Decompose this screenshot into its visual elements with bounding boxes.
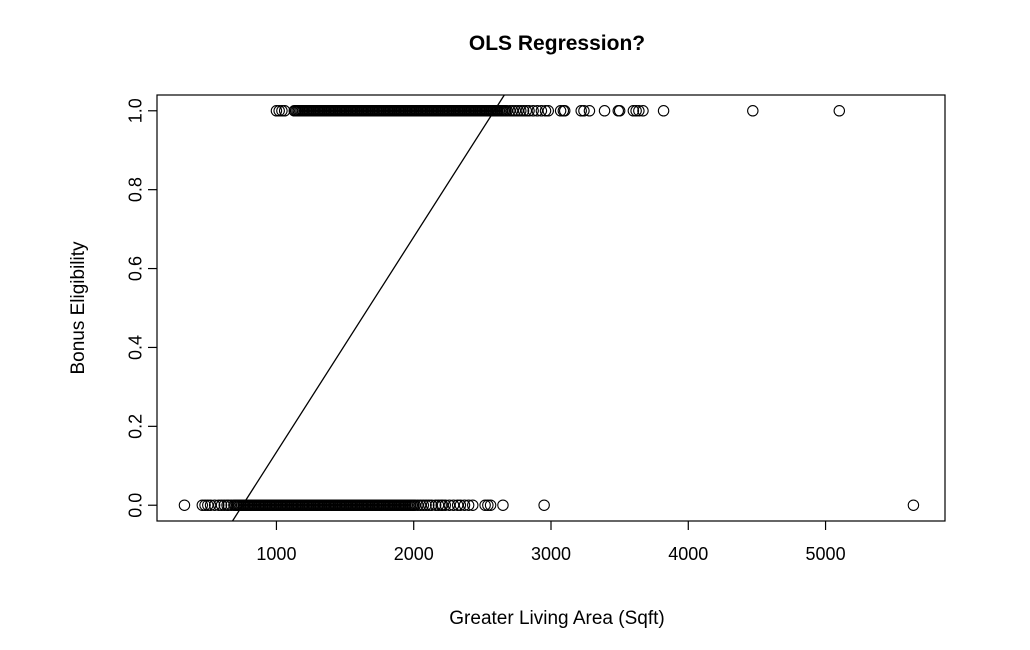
data-point	[222, 499, 235, 511]
data-point	[451, 499, 464, 511]
data-point	[627, 105, 640, 117]
data-point	[414, 499, 427, 511]
data-point	[535, 105, 548, 117]
data-point	[273, 105, 285, 117]
data-point	[633, 105, 645, 117]
data-point	[482, 499, 494, 511]
data-point	[208, 499, 221, 511]
x-tick-label: 4000	[668, 544, 708, 564]
data-point	[225, 499, 237, 511]
regression-line	[231, 94, 505, 522]
y-tick-label: 0.6	[125, 256, 145, 281]
data-point	[833, 105, 846, 117]
data-point	[517, 105, 530, 117]
x-tick-label: 1000	[256, 544, 296, 564]
data-point	[213, 499, 225, 511]
y-tick-label: 0.8	[125, 177, 145, 202]
data-point	[554, 105, 567, 117]
data-point	[199, 499, 211, 511]
chart-title: OLS Regression?	[469, 32, 645, 55]
data-point	[520, 105, 533, 117]
data-point	[512, 105, 524, 117]
data-point	[436, 499, 449, 511]
data-point	[515, 105, 527, 117]
data-point	[613, 105, 626, 117]
data-point	[204, 499, 217, 511]
data-point	[497, 499, 509, 511]
y-tick-label: 1.0	[125, 98, 145, 123]
data-point	[598, 105, 611, 117]
x-axis-label: Greater Living Area (Sqft)	[449, 608, 664, 629]
data-point	[531, 105, 544, 117]
data-point	[439, 499, 452, 511]
data-point	[462, 499, 475, 511]
data-point	[196, 499, 209, 511]
x-tick-label: 3000	[531, 544, 571, 564]
data-point	[538, 499, 550, 511]
fit-line	[231, 94, 505, 522]
data-point	[583, 105, 596, 117]
data-point	[447, 499, 460, 511]
data-point	[479, 499, 491, 511]
y-axis-label: Bonus Eligibility	[68, 241, 89, 375]
data-point	[542, 105, 555, 117]
data-point	[747, 105, 759, 117]
y-tick-label: 0.4	[125, 335, 145, 360]
x-axis: 1000 2000 3000 4000 5000	[256, 521, 846, 564]
data-point	[215, 499, 228, 511]
data-point	[454, 499, 467, 511]
data-point	[484, 499, 497, 511]
data-point	[409, 499, 421, 511]
data-point	[417, 499, 430, 511]
y-tick-label: 0.2	[125, 414, 145, 439]
data-point	[578, 105, 590, 117]
data-point	[270, 105, 283, 117]
data-point	[420, 499, 432, 511]
x-tick-label: 2000	[394, 544, 434, 564]
data-point	[539, 105, 552, 117]
data-points	[178, 105, 920, 511]
y-tick-label: 0.0	[125, 493, 145, 518]
data-point	[630, 105, 642, 117]
data-point	[504, 105, 516, 117]
data-point	[218, 499, 231, 511]
data-point	[907, 499, 920, 511]
data-point	[412, 499, 424, 511]
data-point	[429, 499, 442, 511]
data-point	[443, 499, 456, 511]
data-point	[425, 499, 438, 511]
data-point	[506, 105, 519, 117]
data-point	[501, 105, 513, 117]
data-point	[202, 499, 214, 511]
data-point	[527, 105, 539, 117]
data-point	[278, 105, 291, 117]
y-axis: 0.0 0.2 0.4 0.6 0.8 1.0	[125, 98, 157, 518]
data-point	[523, 105, 535, 117]
data-point	[657, 105, 670, 117]
plot-frame	[156, 94, 946, 522]
data-point	[466, 499, 479, 511]
data-point	[558, 105, 571, 117]
data-point	[458, 499, 471, 511]
x-tick-label: 5000	[806, 544, 846, 564]
data-point	[178, 499, 191, 511]
data-point	[432, 499, 445, 511]
data-point	[423, 499, 435, 511]
data-point	[509, 105, 522, 117]
data-point	[575, 105, 587, 117]
data-point	[637, 105, 649, 117]
data-point	[276, 105, 288, 117]
